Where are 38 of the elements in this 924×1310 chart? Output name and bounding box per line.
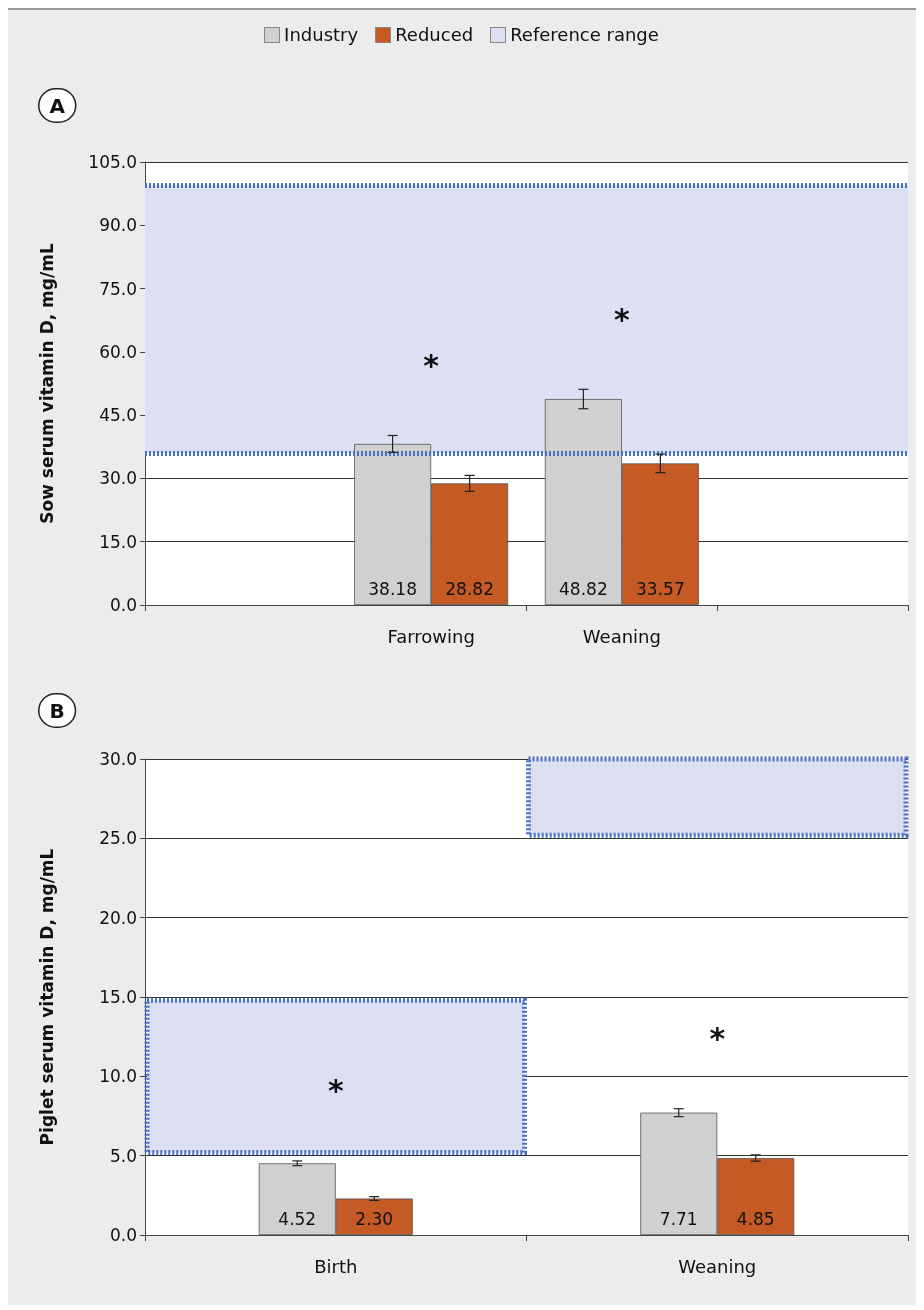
y-tick-label: 0.0 [109,1225,137,1245]
y-axis-title: Piglet serum vitamin D, mg/mL [36,848,57,1146]
y-tick-label: 0.0 [109,595,137,615]
data-label: 4.52 [278,1208,317,1229]
text: B [49,698,65,723]
y-tick-label: 25.0 [99,828,137,849]
data-label: 2.30 [355,1208,394,1229]
y-tick-label: 15.0 [99,531,137,552]
x-tick-label: Birth [314,1255,358,1277]
y-tick-label: 60.0 [99,341,137,362]
y-tick-label: 45.0 [99,405,137,426]
data-label: 33.57 [636,578,685,599]
text: A [49,93,66,118]
legend-label: Reduced [395,24,474,45]
y-tick-label: 10.0 [99,1066,137,1087]
x-tick-label: Farrowing [387,625,475,647]
y-tick-label: 30.0 [99,468,137,489]
x-tick-label: Weaning [678,1255,757,1277]
y-tick-label: 90.0 [99,215,137,236]
y-tick-label: 105.0 [88,152,137,172]
annotation: * [709,1021,726,1057]
data-label: 38.18 [368,578,417,599]
data-label: 48.82 [559,578,608,599]
annotation: * [327,1073,344,1109]
y-tick-label: 5.0 [109,1145,137,1166]
annotation: * [423,347,440,383]
data-label: 4.85 [736,1208,775,1229]
data-label: 7.71 [659,1208,698,1229]
y-tick-label: 75.0 [99,278,137,299]
y-tick-label: 30.0 [99,749,137,769]
legend-label: Reference range [510,24,659,45]
legend-label: Industry [284,24,359,45]
y-tick-label: 15.0 [99,987,137,1007]
x-tick-label: Weaning [582,625,661,647]
annotation: * [614,301,631,337]
y-axis-title: Sow serum vitamin D, mg/mL [36,243,57,524]
data-label: 28.82 [445,578,494,599]
y-tick-label: 20.0 [99,907,137,928]
